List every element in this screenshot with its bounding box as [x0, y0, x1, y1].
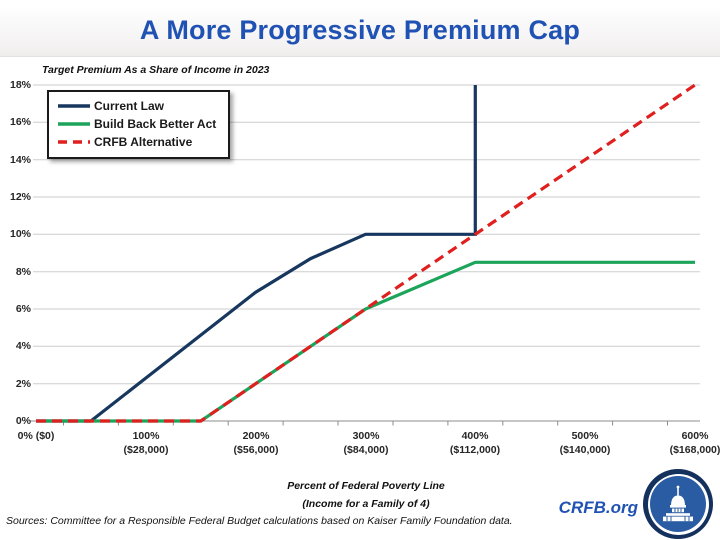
x-axis-label: 600% ($168,000): [669, 430, 720, 456]
sources-note: Sources: Committee for a Responsible Fed…: [6, 515, 513, 527]
chart-subtitle: Target Premium As a Share of Income in 2…: [42, 64, 270, 76]
crfb-alternative-dashed-swatch: [58, 140, 90, 144]
y-axis-label: 6%: [15, 303, 31, 315]
current-law-line-swatch: [58, 104, 90, 108]
legend-label-crfb-alternative: CRFB Alternative: [94, 135, 193, 149]
y-axis-label: 8%: [15, 266, 31, 278]
x-axis-label: 0% ($0): [17, 430, 55, 442]
crfb-org-wordmark: CRFB.org: [558, 498, 638, 517]
legend-label-bbb: Build Back Better Act: [94, 117, 217, 131]
y-axis-label: 2%: [15, 378, 31, 390]
page-title: A More Progressive Premium Cap: [139, 15, 581, 45]
y-axis-label: 4%: [15, 340, 31, 352]
y-axis-label: 0%: [15, 415, 31, 427]
y-axis-label: 14%: [9, 154, 31, 166]
capitol-building-icon: [663, 485, 693, 522]
legend-item-crfb-alternative: CRFB Alternative: [57, 133, 216, 151]
y-axis-label: 16%: [9, 116, 31, 128]
x-axis-title-line2: (Income for a Family of 4): [302, 498, 430, 510]
x-axis-label: 400% ($112,000): [449, 430, 501, 456]
legend-item-current-law: Current Law: [57, 97, 216, 115]
header-band: [0, 8, 720, 57]
x-axis-label: 500% ($140,000): [559, 430, 611, 456]
y-axis-label: 18%: [9, 79, 31, 91]
x-axis-title: Percent of Federal Poverty Line (Income …: [36, 477, 696, 513]
x-axis-title-line1: Percent of Federal Poverty Line: [287, 480, 445, 492]
x-axis-label: 200% ($56,000): [233, 430, 279, 456]
chart-legend: Current Law Build Back Better Act CRFB A…: [47, 90, 231, 159]
crfb-logo: [643, 469, 713, 539]
x-axis-label: 100% ($28,000): [123, 430, 169, 456]
legend-item-bbb: Build Back Better Act: [57, 115, 216, 133]
legend-label-current-law: Current Law: [94, 99, 165, 113]
bbb-line-swatch: [58, 122, 90, 126]
x-axis-label: 300% ($84,000): [343, 430, 389, 456]
logo-white-ring: [647, 473, 709, 535]
y-axis-label: 12%: [9, 191, 31, 203]
logo-inner-disc: [650, 476, 706, 532]
y-axis-label: 10%: [9, 228, 31, 240]
